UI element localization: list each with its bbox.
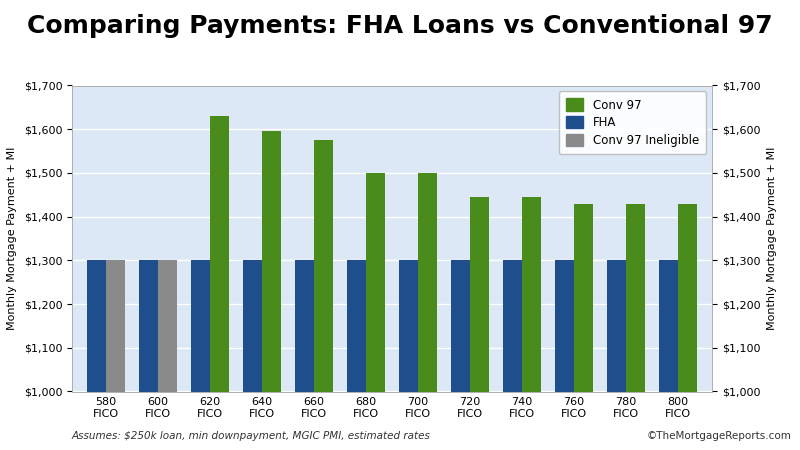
Bar: [295, 261, 314, 392]
Text: Assumes: $250k loan, min downpayment, MGIC PMI, estimated rates: Assumes: $250k loan, min downpayment, MG…: [72, 431, 431, 441]
Bar: [451, 261, 470, 392]
Bar: [139, 261, 158, 392]
Bar: [678, 203, 697, 392]
Bar: [262, 131, 281, 392]
Bar: [158, 261, 177, 392]
Bar: [87, 261, 106, 392]
Bar: [659, 261, 678, 392]
Bar: [555, 261, 574, 392]
Bar: [503, 261, 522, 392]
Text: ©TheMortgageReports.com: ©TheMortgageReports.com: [647, 431, 792, 441]
Bar: [347, 261, 366, 392]
Bar: [626, 203, 645, 392]
Bar: [399, 261, 418, 392]
Bar: [314, 140, 333, 392]
Bar: [470, 197, 489, 392]
Bar: [243, 261, 262, 392]
Bar: [106, 261, 125, 392]
Bar: [191, 261, 210, 392]
Bar: [210, 116, 229, 392]
Bar: [574, 203, 593, 392]
Text: Comparing Payments: FHA Loans vs Conventional 97: Comparing Payments: FHA Loans vs Convent…: [27, 14, 773, 37]
Bar: [522, 197, 541, 392]
Bar: [366, 173, 385, 392]
Y-axis label: Monthly Mortgage Payment + MI: Monthly Mortgage Payment + MI: [767, 147, 778, 330]
Bar: [607, 261, 626, 392]
Y-axis label: Monthly Mortgage Payment + MI: Monthly Mortgage Payment + MI: [6, 147, 17, 330]
Bar: [418, 173, 437, 392]
Legend: Conv 97, FHA, Conv 97 Ineligible: Conv 97, FHA, Conv 97 Ineligible: [558, 91, 706, 154]
